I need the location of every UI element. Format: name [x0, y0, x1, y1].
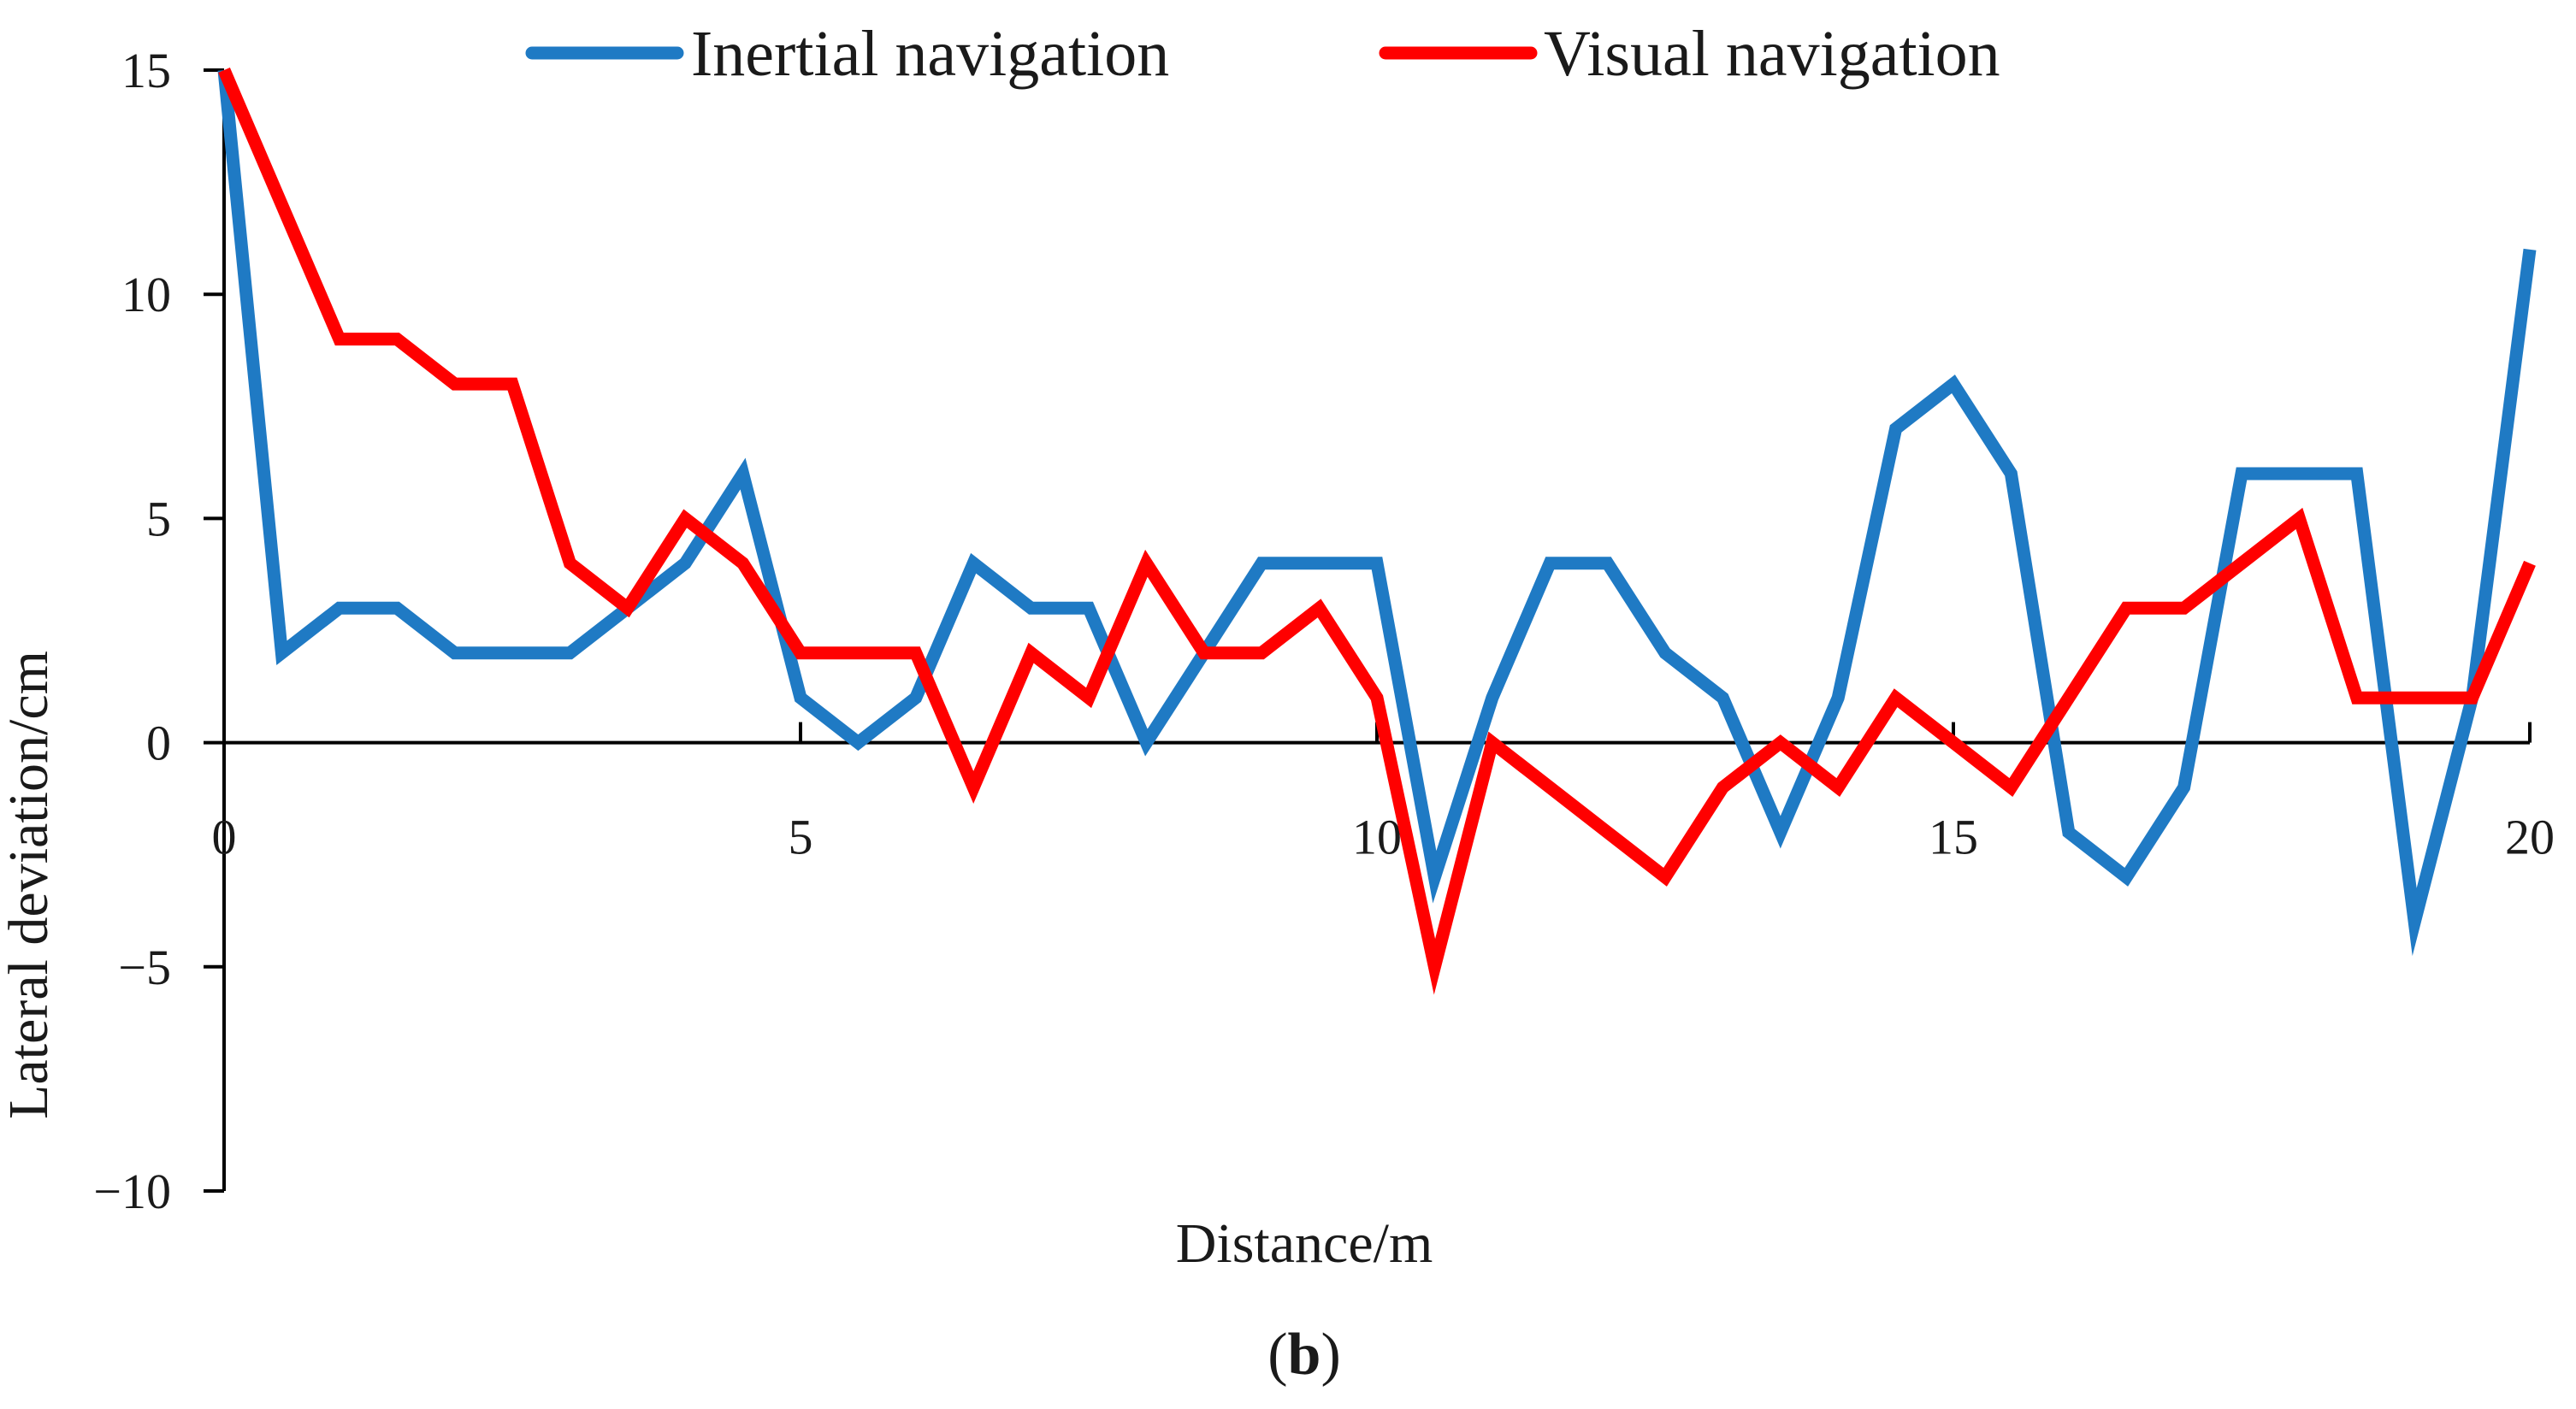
y-tick-label: −5 — [118, 940, 171, 995]
y-axis-title: Lateral deviation/cm — [0, 651, 60, 1119]
x-tick-label: 5 — [789, 810, 813, 865]
caption-open: ( — [1267, 1322, 1287, 1388]
x-tick-label: 0 — [212, 810, 237, 865]
legend-label-1: Visual navigation — [1544, 18, 2000, 90]
x-axis-title: Distance/m — [1176, 1212, 1433, 1275]
y-tick-label: 5 — [146, 491, 171, 546]
series-line-1 — [218, 68, 2536, 995]
figure-caption: (b) — [1267, 1322, 1341, 1388]
legend-label-0: Inertial navigation — [691, 18, 1169, 90]
y-tick-label: 0 — [146, 716, 171, 771]
caption-close: ) — [1320, 1322, 1340, 1388]
y-tick-label: −10 — [93, 1164, 171, 1219]
caption-letter: b — [1288, 1322, 1321, 1388]
x-tick-label: 20 — [2505, 810, 2555, 865]
x-tick-label: 15 — [1929, 810, 1978, 865]
axes: −10 −5 0 5 10 15 0 5 10 15 20 — [93, 43, 2555, 1219]
series-line-0 — [217, 69, 2537, 957]
y-tick-label: 15 — [121, 43, 171, 98]
legend: Inertial navigation Visual navigation — [525, 18, 2000, 90]
y-tick-label: 10 — [121, 267, 171, 322]
x-tick-label: 10 — [1352, 810, 1402, 865]
series-layer — [217, 68, 2537, 995]
